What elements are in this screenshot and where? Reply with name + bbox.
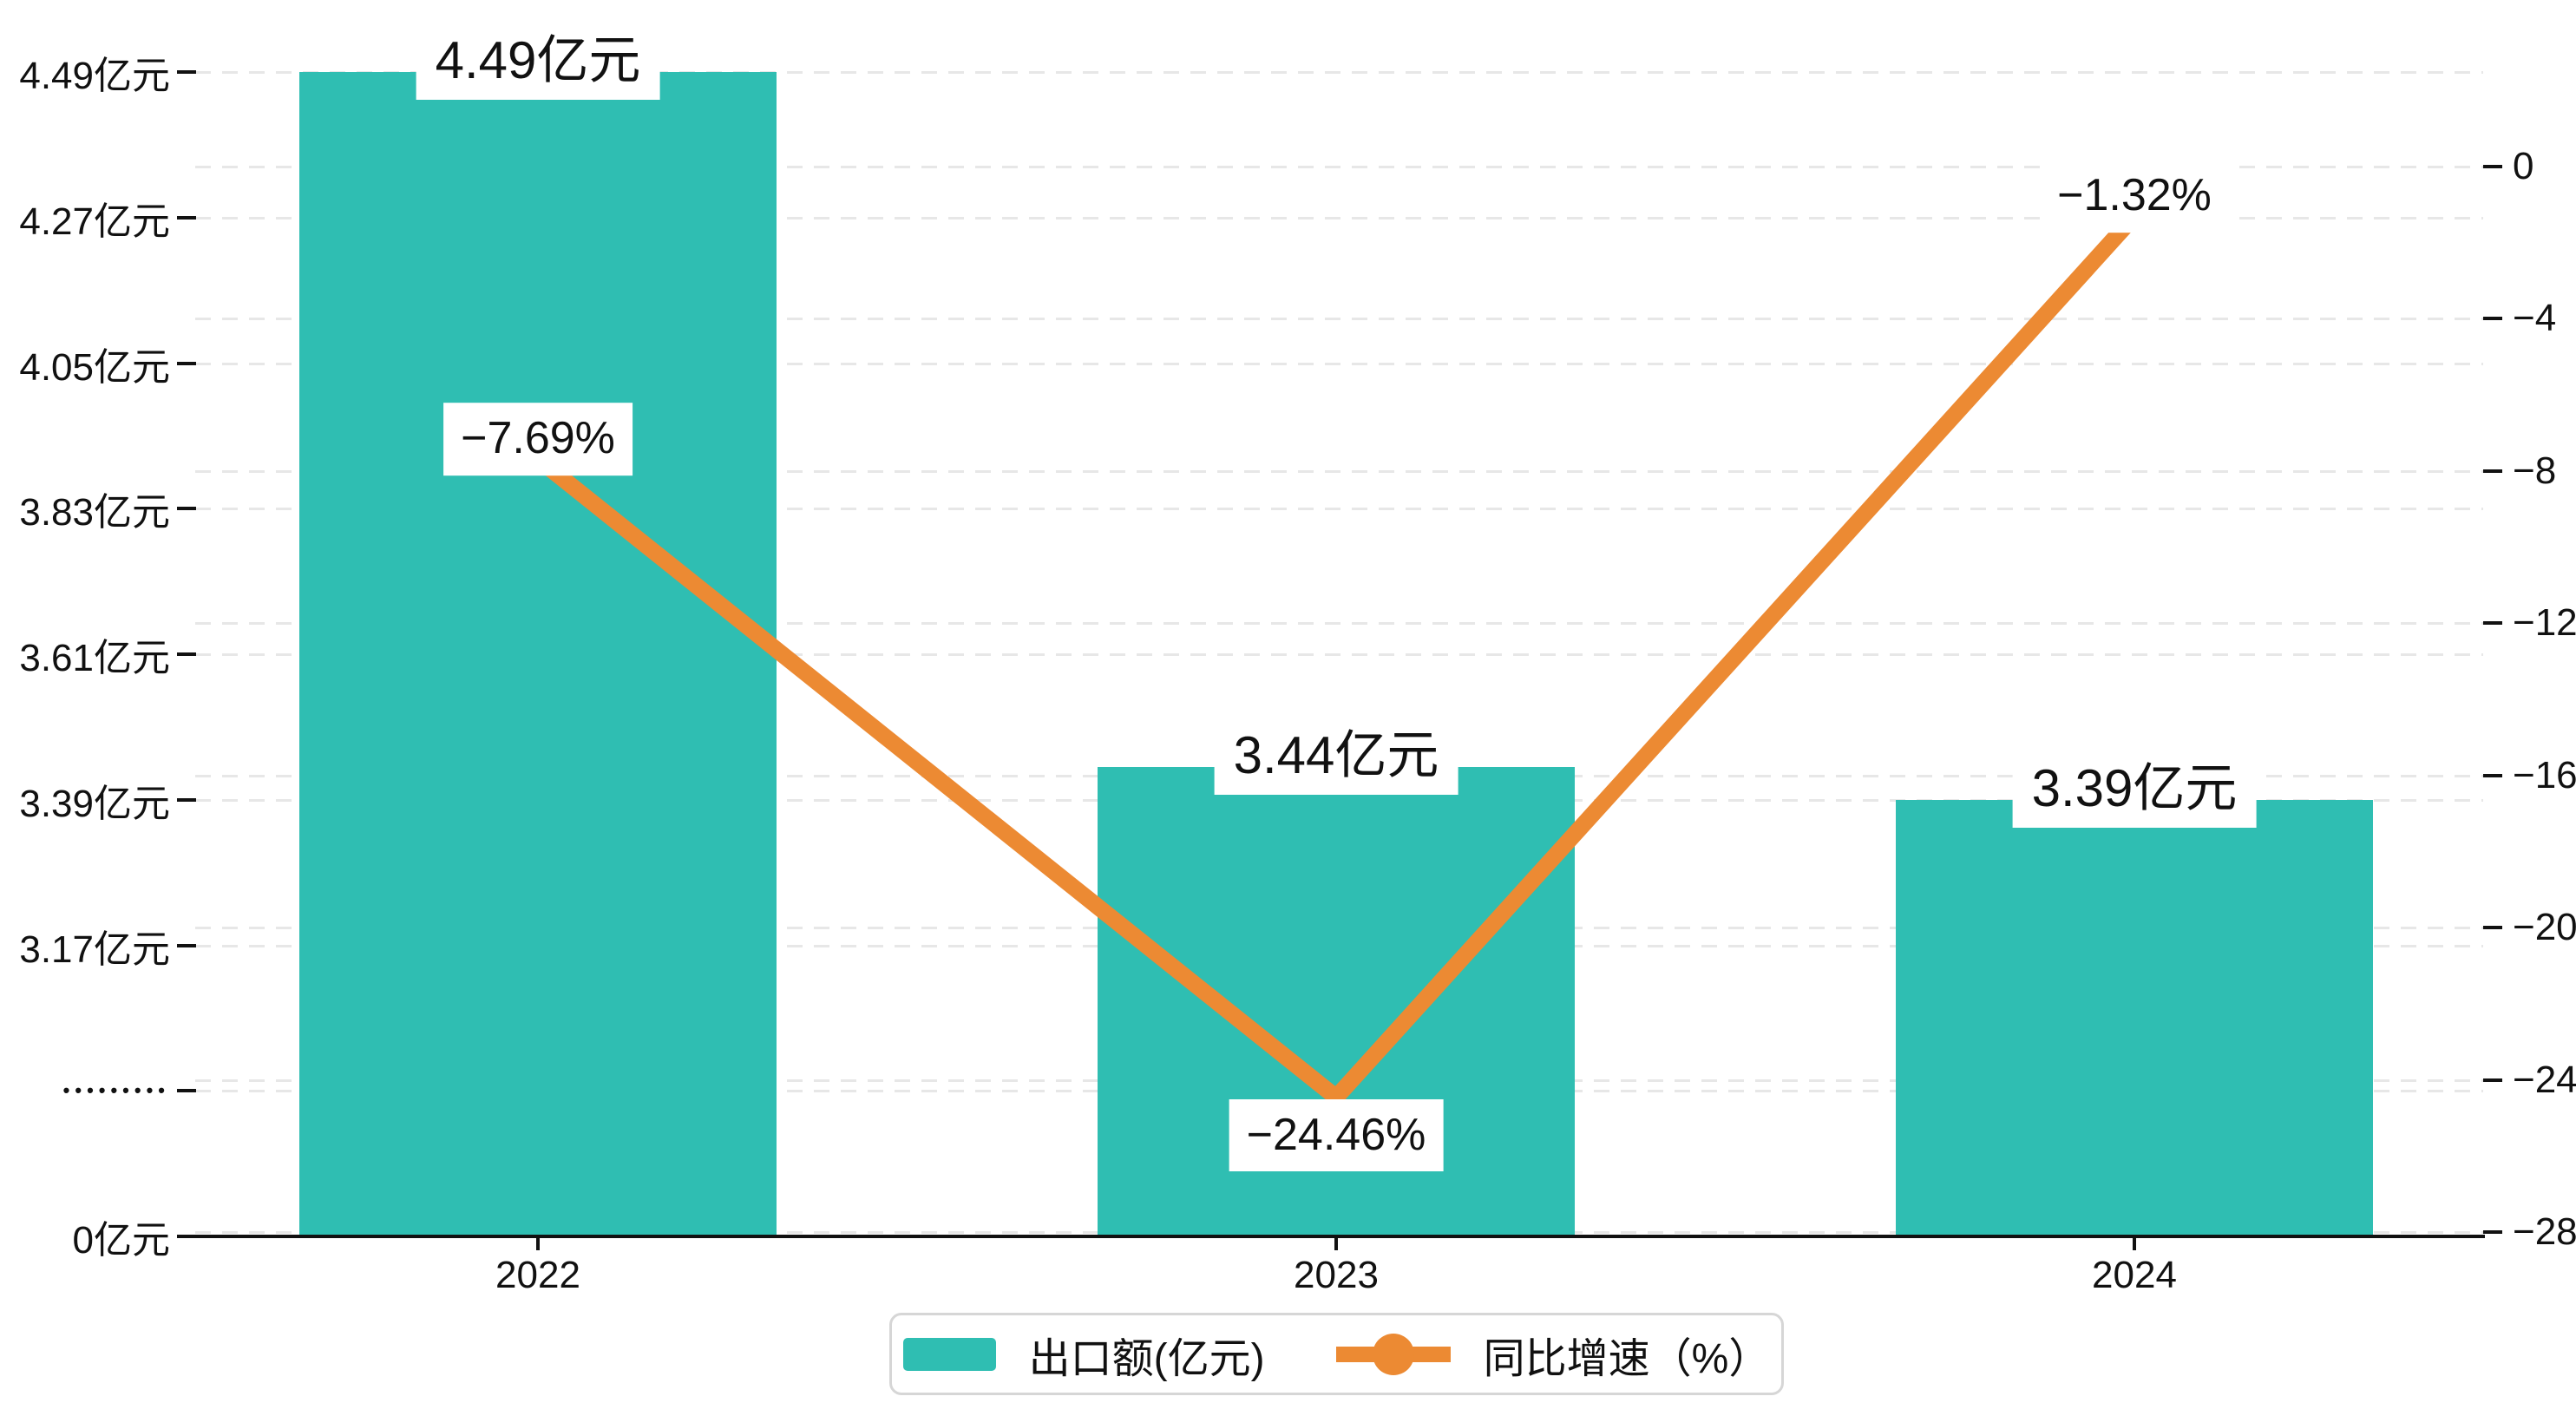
left-axis-gridline — [195, 653, 2483, 656]
bar-2022[interactable] — [299, 72, 777, 1236]
left-axis-tick — [177, 943, 196, 947]
line-series-marker-icon — [1335, 1333, 1451, 1375]
left-axis-tick — [177, 507, 196, 511]
left-axis-break-dots: ••••••••• — [62, 1079, 170, 1102]
left-axis-tick-label: 4.49亿元 — [19, 55, 170, 97]
right-axis-tick-label: −12 — [2513, 601, 2576, 644]
x-axis-tick — [2133, 1236, 2136, 1250]
left-axis-tick — [177, 652, 196, 656]
x-axis-tick — [536, 1236, 540, 1250]
left-axis-tick — [177, 797, 196, 802]
right-axis-tick-label: −28 — [2513, 1210, 2576, 1253]
right-axis-gridline — [195, 318, 2483, 320]
right-axis-tick-label: −24 — [2513, 1058, 2576, 1101]
left-axis-tick-label: 0亿元 — [72, 1219, 170, 1262]
growth-line[interactable] — [533, 211, 2141, 1109]
bar-series-swatch-icon — [902, 1337, 996, 1371]
left-axis-tick-label: 4.05亿元 — [19, 345, 170, 389]
x-axis-line — [195, 1235, 2485, 1238]
right-axis-tick — [2483, 317, 2502, 320]
left-axis-gridline — [195, 508, 2483, 511]
right-axis-gridline — [195, 165, 2483, 168]
right-axis-tick — [2483, 621, 2502, 625]
right-axis-tick — [2483, 773, 2502, 777]
growth-point-label: −7.69% — [443, 403, 633, 475]
growth-point-label: −24.46% — [1229, 1098, 1444, 1172]
growth-point-label: −1.32% — [2040, 160, 2229, 233]
left-axis-gridline — [195, 71, 2483, 74]
left-axis-tick-label: 4.27亿元 — [19, 200, 170, 243]
left-axis-gridline — [195, 216, 2483, 220]
left-axis-tick-label: 3.17亿元 — [19, 928, 170, 971]
right-axis-tick-label: 0 — [2513, 144, 2534, 187]
x-axis-label-2022: 2022 — [495, 1254, 580, 1296]
x-axis-label-2023: 2023 — [1294, 1254, 1379, 1296]
left-axis-tick — [177, 70, 196, 74]
right-axis-tick — [2483, 926, 2502, 929]
left-axis-tick — [177, 1235, 196, 1238]
legend: 出口额(亿元) 同比增速（%） — [889, 1313, 1784, 1395]
bar-value-label: 3.39亿元 — [2012, 749, 2257, 828]
bar-value-label: 3.44亿元 — [1214, 716, 1458, 795]
left-axis-tick-label: 3.39亿元 — [19, 782, 170, 825]
right-axis-tick-label: −16 — [2513, 753, 2576, 796]
x-axis-label-2024: 2024 — [2092, 1254, 2177, 1296]
left-axis-tick-label: 3.83亿元 — [19, 491, 170, 534]
right-axis-tick — [2483, 469, 2502, 473]
right-axis-gridline — [195, 622, 2483, 625]
left-axis-tick-label: 3.61亿元 — [19, 637, 170, 679]
legend-item-growth[interactable]: 同比增速（%） — [1335, 1324, 1771, 1385]
right-axis-tick — [2483, 1230, 2502, 1234]
legend-item-label: 同比增速（%） — [1483, 1335, 1771, 1382]
left-axis-gridline — [195, 362, 2483, 365]
right-axis-tick-label: −8 — [2513, 449, 2557, 492]
right-axis-tick-label: −20 — [2513, 906, 2576, 948]
bar-value-label: 4.49亿元 — [416, 22, 660, 100]
legend-item-label: 出口额(亿元) — [1028, 1335, 1265, 1382]
bar-2024[interactable] — [1896, 799, 2373, 1236]
left-axis-tick — [177, 361, 196, 365]
right-axis-tick-label: −4 — [2513, 297, 2557, 339]
left-axis-tick — [177, 1089, 196, 1093]
right-axis-tick — [2483, 1078, 2502, 1082]
x-axis-tick — [1334, 1236, 1338, 1250]
legend-item-export[interactable]: 出口额(亿元) — [902, 1324, 1265, 1385]
right-axis-gridline — [195, 469, 2483, 473]
right-axis-tick — [2483, 164, 2502, 168]
left-axis-tick — [177, 215, 196, 220]
